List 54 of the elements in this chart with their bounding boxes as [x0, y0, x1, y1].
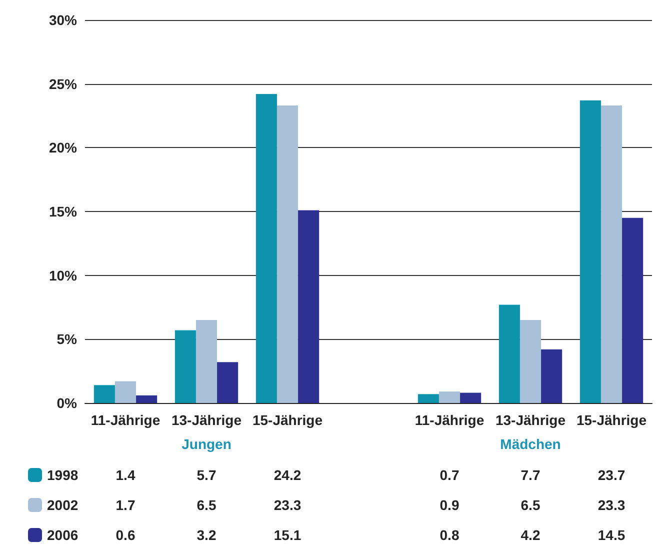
data-label: 5.7 — [196, 467, 216, 483]
legend-label: 1998 — [47, 467, 78, 483]
x-tick-label: 15-Jährige — [252, 412, 323, 428]
y-tick-label: 0% — [56, 395, 78, 411]
text: Jungen — [182, 436, 232, 452]
bar — [298, 210, 320, 403]
y-tick-label: 10% — [48, 267, 78, 284]
bar — [276, 106, 298, 403]
data-label: 23.3 — [274, 497, 302, 513]
bar — [114, 381, 136, 403]
data-label: 23.7 — [598, 467, 626, 483]
bar — [196, 320, 218, 403]
data-label: 14.5 — [598, 527, 626, 543]
bar — [580, 100, 601, 403]
bar — [174, 330, 196, 403]
bar — [541, 349, 562, 403]
data-label: 1.4 — [116, 467, 136, 483]
legend-label: 2006 — [47, 527, 78, 543]
bar — [136, 395, 158, 403]
x-tick-label: 11-Jährige — [90, 412, 160, 428]
bar — [256, 94, 277, 403]
bar — [622, 218, 644, 403]
x-tick-label: 13-Jährige — [171, 412, 242, 428]
data-label: 4.2 — [520, 527, 540, 543]
x-tick-label: 13-Jährige — [495, 412, 566, 428]
y-tick-label: 30% — [48, 12, 78, 28]
y-tick-label: 15% — [48, 204, 78, 220]
data-label: 23.3 — [598, 497, 626, 513]
data-label: 0.9 — [440, 497, 460, 513]
data-label: 0.8 — [440, 527, 460, 543]
bar — [217, 362, 238, 403]
data-label: 0.6 — [116, 527, 136, 543]
y-tick-label: 20% — [48, 140, 78, 156]
data-label: 0.7 — [440, 467, 460, 483]
data-label: 7.7 — [520, 467, 540, 483]
data-label: 1.7 — [116, 497, 136, 513]
data-label: 6.5 — [520, 497, 540, 513]
y-tick-label: 5% — [56, 331, 78, 348]
data-label: 24.2 — [274, 467, 302, 483]
data-label: 15.1 — [274, 527, 302, 543]
data-label: 6.5 — [196, 497, 216, 513]
bar — [418, 394, 439, 403]
bar — [94, 385, 115, 403]
legend-label: 2002 — [47, 497, 78, 513]
bar — [438, 392, 460, 403]
x-tick-label: 15-Jährige — [576, 412, 647, 428]
bar — [460, 392, 482, 403]
x-tick-label: 11-Jährige — [414, 412, 484, 428]
data-label: 3.2 — [196, 527, 216, 543]
bar — [520, 320, 542, 403]
text: Mädchen — [500, 436, 561, 452]
y-tick-label: 25% — [48, 76, 78, 92]
bar — [600, 106, 622, 403]
bar — [498, 304, 520, 403]
